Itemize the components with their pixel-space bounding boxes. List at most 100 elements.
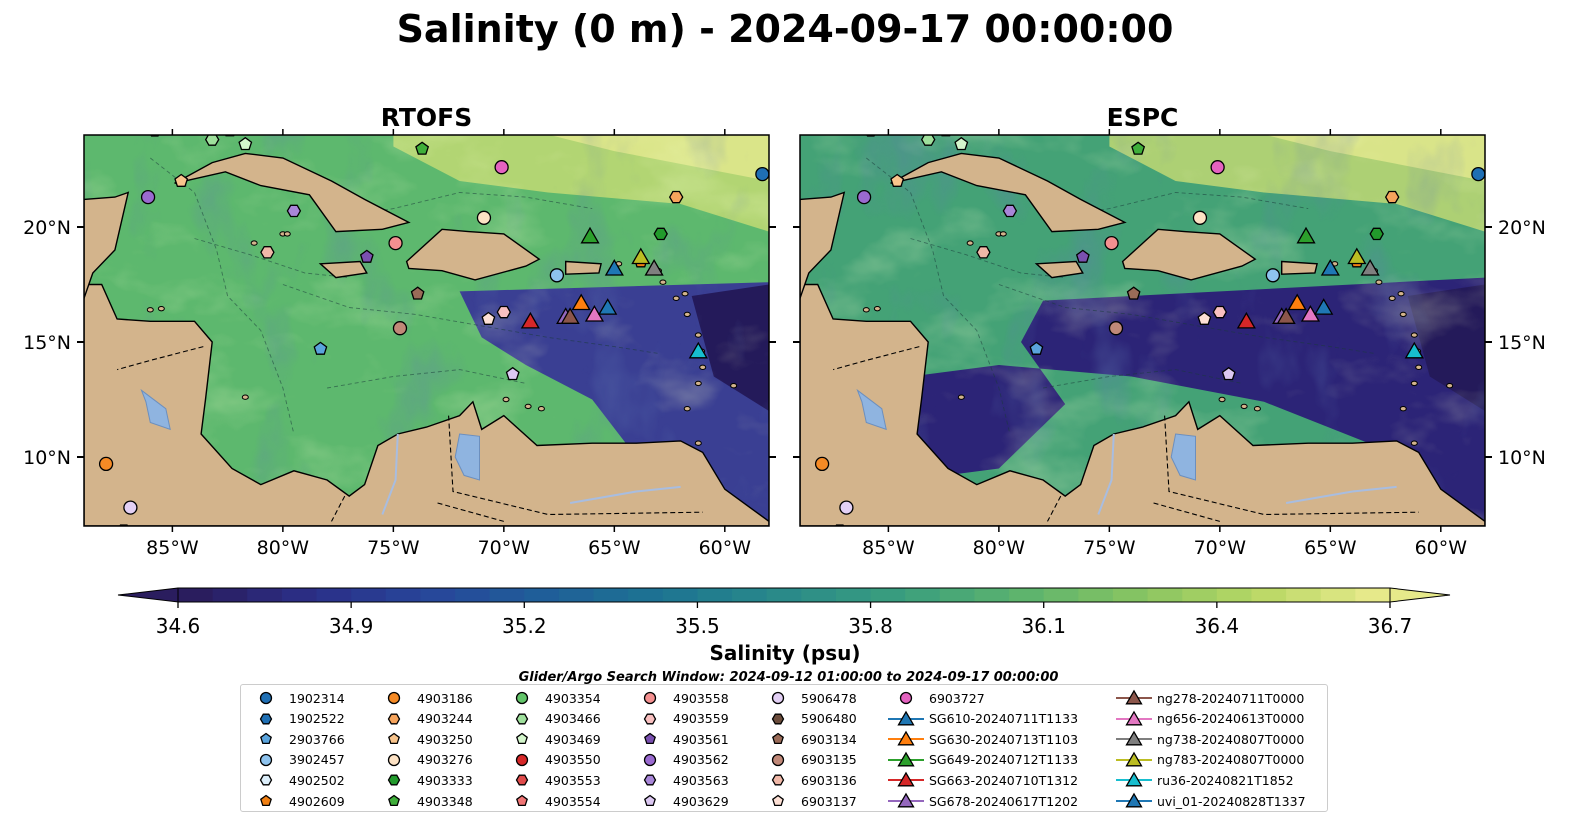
landmass [119,112,271,126]
argo-float-3902457 [1265,268,1281,283]
legend-symbol [388,732,400,745]
legend-marker-icon [644,732,656,745]
legend-marker-icon [888,751,924,767]
legend-marker-icon [388,794,400,807]
x-tick-label: 60°W [699,537,752,559]
legend-label: 4903561 [673,731,729,747]
legend-marker-icon [515,691,529,705]
legend-item: ng656-20240613T0000 [1115,709,1304,729]
legend-item: 6903136 [759,770,857,790]
legend-symbol [259,713,273,725]
legend-marker-icon [772,794,784,807]
legend-marker-icon [388,732,400,745]
legend-label: 4903244 [417,711,473,727]
legend-symbol [899,691,913,705]
argo-float-6903137 [1197,311,1212,325]
legend-marker-icon [771,753,785,766]
legend-symbol [516,732,528,745]
y-tick-label: 15°N [1498,332,1546,354]
legend-item: SG649-20240712T1133 [887,750,1078,770]
argo-float-4903186 [98,456,114,472]
argo-float-4903186 [814,456,830,472]
glider-SG663-20240710T1312 [520,311,540,329]
argo-float-1902314 [1471,166,1485,182]
argo-float-4903466 [920,135,936,146]
landmass [565,260,602,275]
legend-item: 4903244 [375,709,473,729]
legend-symbol [260,732,272,745]
y-tick-label: 10°N [1498,447,1546,469]
x-tick-label: 75°W [1083,537,1136,559]
river [1285,485,1397,504]
legend-item: 4903186 [375,688,473,708]
map-panel-rtofs: RTOFS 85°W 80°W 75°W 70°W 65°W 60°W 20°N 15°N 10°… [23,103,776,559]
legend-label: 4903629 [673,793,729,809]
legend-label: 3902457 [289,752,345,768]
legend-item: 4903348 [375,791,473,811]
legend-symbol [897,710,915,726]
legend-symbol [771,713,785,725]
argo-float-4903629 [1221,366,1236,381]
river [569,485,681,504]
argo-float-4903558 [388,235,403,251]
legend-item: 6903135 [759,750,857,770]
landmass [1034,260,1084,279]
legend-label: SG610-20240711T1133 [929,711,1079,727]
argo-float-4903244 [1384,190,1400,204]
legend-label: 4902609 [289,793,345,809]
colorbar-tick-label: 34.9 [329,614,374,638]
legend-label: SG649-20240712T1133 [929,752,1079,768]
colorbar-tick-label: 34.6 [156,614,201,638]
legend-marker-icon [259,713,273,725]
argo-float-4903354 [884,117,897,130]
argo-float-4903558 [1104,235,1119,251]
legend-marker-icon [515,774,529,786]
argo-float-4903561 [1075,249,1090,263]
legend-symbol [388,794,400,807]
legend-marker-icon [643,774,657,786]
legend-marker-icon [515,713,529,725]
x-tick-label: 65°W [1304,537,1357,559]
landmass [405,228,541,281]
colorbar-extend-low [117,587,179,603]
legend-symbol [643,774,657,786]
legend-label: SG630-20240713T1103 [929,731,1079,747]
y-tick-label: 10°N [23,447,71,469]
argo-float-4903554 [225,135,235,137]
glider-ru36-20240821T1852 [1404,341,1424,359]
x-tick-label: 80°W [973,537,1026,559]
river [381,433,399,515]
argo-float-4903333 [1369,227,1384,241]
x-tick-label: 85°W [146,537,199,559]
legend-label: 4903559 [673,711,729,727]
legend-marker-icon [1116,792,1152,808]
legend-label: SG663-20240710T1312 [929,772,1079,788]
legend-symbol [1125,689,1143,705]
legend-item: ng278-20240711T0000 [1115,688,1304,708]
lake [454,433,480,481]
colorbar-extend-high [1389,587,1451,603]
legend-marker-icon [1116,710,1152,726]
legend-marker-icon [260,732,272,745]
argo-float-1902314 [755,166,769,182]
legend-item: 4903563 [631,770,729,790]
argo-float-4903348 [415,141,430,155]
legend-label: 6903727 [929,690,985,706]
legend-marker-icon [515,753,529,766]
legend-marker-icon [1116,730,1152,746]
legend-item: 1902522 [247,709,345,729]
border [448,415,703,516]
landmass [800,191,846,299]
legend-symbol [260,794,272,807]
glider-ng738-20240807T0000 [644,259,664,276]
landmass [1121,228,1257,281]
legend-item: 4903559 [631,709,729,729]
legend-symbol [644,732,656,745]
argo-float-4903250 [174,173,189,187]
glider-ng278-20240711T0000 [560,307,580,324]
legend-marker-icon [771,713,785,725]
legend-item: 4903250 [375,729,473,749]
border [116,346,204,371]
argo-float-5906478 [123,500,138,515]
